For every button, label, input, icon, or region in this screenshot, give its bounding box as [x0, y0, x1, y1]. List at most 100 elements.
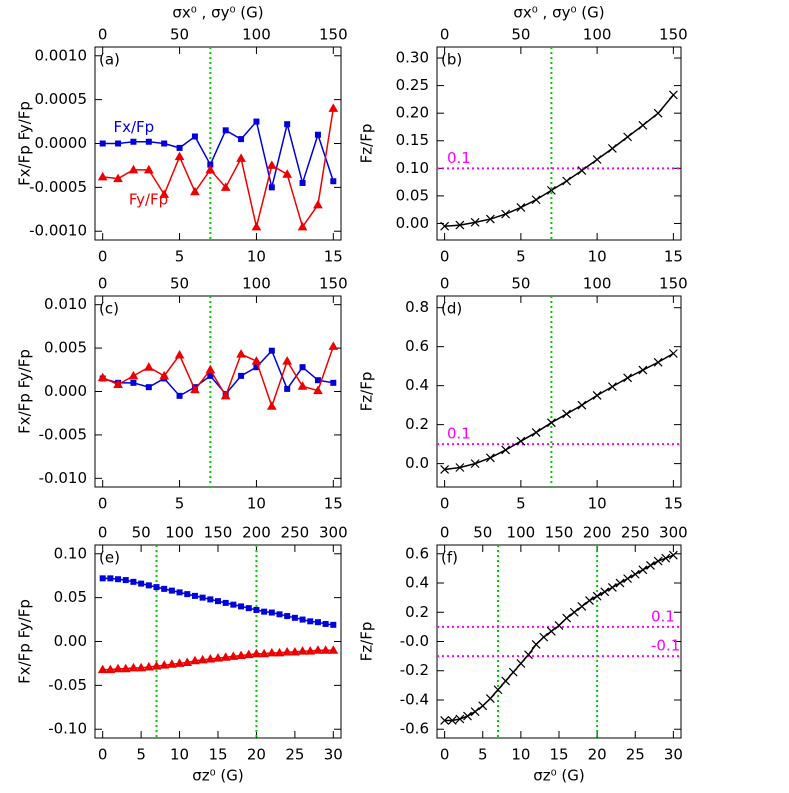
series-line — [102, 346, 335, 409]
marker — [313, 199, 323, 209]
x2-tick-label: 0 — [98, 275, 108, 293]
x-tick-label: 5 — [175, 248, 185, 266]
marker — [282, 356, 293, 365]
panel: 0.300.250.200.150.100.050.000 5 10 150 50 100… — [358, 4, 688, 266]
y-tick-label: 0.15 — [396, 131, 429, 149]
marker — [238, 136, 245, 143]
marker — [159, 660, 170, 669]
marker — [153, 584, 160, 591]
marker — [143, 661, 154, 671]
y-tick-label: -0.0010 — [29, 222, 87, 240]
marker — [184, 591, 191, 598]
marker — [266, 647, 277, 657]
marker — [97, 372, 108, 382]
marker — [569, 607, 579, 617]
marker — [646, 561, 655, 570]
y-axis-label: Fz/Fp — [358, 622, 376, 662]
marker — [161, 140, 168, 147]
x-tick-label: 5 — [516, 495, 526, 513]
marker — [516, 436, 526, 446]
marker — [207, 161, 214, 168]
marker — [330, 178, 337, 185]
y-tick-label: 0.2 — [405, 415, 429, 433]
y-tick-label: 0.05 — [54, 588, 87, 606]
x-tick-label: 25 — [626, 746, 645, 764]
marker — [220, 390, 231, 400]
y-tick-label: 0.8 — [405, 298, 429, 316]
x-axis-label: σz⁰ (G) — [192, 767, 244, 785]
y-tick-label: 0.10 — [396, 159, 429, 177]
marker — [508, 667, 518, 677]
marker — [328, 645, 339, 654]
marker — [592, 591, 602, 601]
panel: 0.100.050.00-0.05-0.100 5 10 15 20 25 300 50 100… — [16, 524, 348, 785]
y-tick-label: 0.30 — [396, 49, 429, 67]
x-tick-label: 15 — [324, 495, 343, 513]
marker — [320, 645, 331, 654]
x-tick-label: 10 — [588, 248, 607, 266]
marker — [145, 384, 152, 391]
marker — [190, 186, 200, 196]
marker — [501, 676, 511, 686]
marker — [284, 613, 291, 620]
marker — [205, 654, 216, 663]
marker — [238, 603, 245, 610]
marker — [653, 357, 663, 367]
x-tick-label: 15 — [324, 248, 343, 266]
marker — [607, 382, 617, 392]
x-tick-label: 0 — [440, 495, 450, 513]
marker — [455, 463, 465, 472]
series-line — [102, 108, 335, 229]
x2-tick-label: 300 — [319, 524, 348, 542]
marker — [130, 379, 137, 386]
marker — [539, 632, 549, 642]
x2-tick-label: 150 — [319, 275, 348, 293]
y-axis-label: Fx/Fp Fy/Fp — [16, 349, 34, 434]
marker — [562, 176, 572, 186]
x2-tick-label: 100 — [583, 26, 612, 44]
marker — [299, 616, 306, 623]
marker — [314, 619, 321, 626]
marker — [470, 217, 480, 227]
x2-tick-label: 0 — [440, 26, 450, 44]
x-tick-label: 20 — [588, 746, 607, 764]
marker — [97, 171, 108, 181]
marker — [577, 400, 587, 410]
marker — [607, 144, 617, 153]
marker — [668, 90, 678, 100]
marker — [143, 362, 154, 371]
x2-tick-label: 100 — [242, 26, 271, 44]
series-label: Fy/Fp — [129, 190, 168, 208]
marker — [99, 575, 106, 582]
y-tick-label: 0.10 — [54, 544, 87, 562]
marker — [197, 654, 208, 664]
marker — [592, 390, 602, 400]
marker — [205, 164, 216, 174]
marker — [268, 347, 275, 354]
marker — [207, 596, 214, 603]
marker — [638, 565, 648, 575]
marker — [524, 650, 533, 660]
marker — [145, 582, 152, 589]
x2-tick-label: 50 — [132, 524, 151, 542]
y-tick-label: -0.10 — [48, 720, 87, 738]
plot-frame — [436, 295, 682, 488]
marker — [274, 647, 285, 657]
marker — [266, 160, 277, 169]
marker — [299, 364, 306, 371]
marker — [478, 701, 488, 711]
x-tick-label: 10 — [588, 495, 607, 513]
marker — [284, 121, 291, 128]
x2-tick-label: 50 — [511, 275, 530, 293]
y-tick-label: -0.05 — [48, 676, 87, 694]
marker — [305, 646, 316, 655]
panel-label: (f) — [441, 549, 458, 567]
marker — [238, 372, 245, 379]
marker — [130, 578, 137, 585]
x-axis-label: σz⁰ (G) — [533, 767, 585, 785]
x-tick-label: 20 — [247, 746, 266, 764]
marker — [176, 589, 183, 596]
marker — [159, 370, 170, 380]
marker — [314, 377, 321, 384]
